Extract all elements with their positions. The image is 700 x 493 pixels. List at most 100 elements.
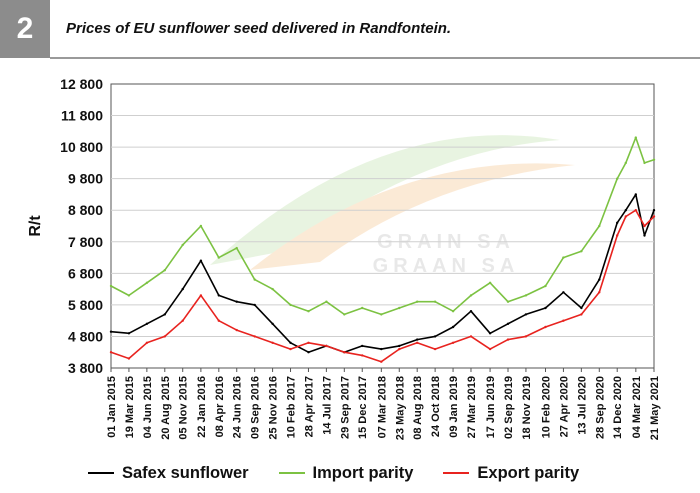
x-tick-label: 08 Aug 2018 [412, 376, 424, 440]
x-tick-label: 24 Oct 2018 [430, 376, 442, 437]
data-point [624, 215, 627, 218]
x-tick-label: 21 May 2021 [649, 376, 661, 440]
watermark-text: GRAAN SA [373, 255, 520, 277]
y-tick-label: 9 800 [68, 171, 103, 187]
data-point [643, 234, 646, 237]
data-point [544, 325, 547, 329]
watermark: GRAIN SA GRAAN SA [210, 135, 575, 277]
data-point [652, 215, 656, 218]
data-point [433, 300, 437, 303]
x-tick-label: 09 Sep 2016 [250, 376, 262, 439]
data-point [235, 246, 238, 250]
data-point [127, 332, 131, 335]
data-point [524, 313, 528, 316]
data-point [634, 209, 637, 212]
data-point [616, 177, 619, 180]
legend-label: Import parity [312, 463, 414, 482]
grid [111, 115, 654, 337]
data-point [271, 341, 274, 344]
data-point [634, 136, 637, 139]
x-tick-label: 29 Sep 2017 [339, 376, 351, 439]
data-point [361, 354, 364, 357]
y-tick-label: 4 800 [68, 328, 103, 344]
data-point [217, 319, 220, 322]
x-tick-label: 24 Jun 2016 [232, 376, 244, 438]
x-tick-label: 13 Jul 2020 [576, 376, 588, 435]
data-point [506, 300, 510, 303]
x-tick-label: 10 Feb 2017 [286, 376, 298, 438]
legend-item: Safex sunflower [88, 464, 249, 483]
line-chart: GRAIN SA GRAAN SA 12 800 11 800 10 800 9 80… [27, 76, 661, 440]
y-tick-label: 5 800 [68, 297, 103, 313]
y-tick-label: 6 800 [68, 265, 103, 281]
data-point [289, 303, 292, 307]
series-layer [109, 136, 656, 363]
data-point [271, 287, 274, 291]
data-point [634, 193, 637, 196]
data-point [416, 341, 419, 344]
data-point [307, 351, 310, 354]
x-tick-label: 19 Mar 2015 [124, 376, 136, 438]
x-tick-label: 14 Dec 2020 [612, 376, 624, 439]
x-tick-label: 18 Nov 2019 [521, 376, 533, 440]
x-tick-label: 28 Apr 2017 [303, 376, 315, 437]
data-point [109, 284, 113, 288]
data-point [398, 306, 401, 310]
data-point [398, 344, 401, 348]
figure-title: Prices of EU sunflower seed delivered in… [66, 20, 452, 37]
data-point [524, 294, 528, 297]
data-point [652, 209, 656, 212]
data-point [199, 259, 203, 262]
data-point [433, 347, 437, 351]
x-tick-label: 27 Mar 2019 [466, 376, 478, 438]
data-point [109, 330, 113, 333]
data-point [616, 221, 619, 224]
legend-swatch [88, 472, 114, 474]
watermark-swoosh-icon [210, 135, 560, 265]
plot-background [110, 83, 655, 369]
data-point [506, 322, 510, 325]
data-point [199, 294, 203, 297]
data-point [643, 161, 646, 165]
y-tick-label: 7 800 [68, 234, 103, 250]
legend-item: Export parity [443, 464, 579, 483]
data-point [127, 294, 131, 297]
data-point [199, 224, 203, 228]
x-tick-label: 14 Jul 2017 [321, 376, 333, 435]
data-point [524, 335, 528, 338]
data-point [416, 338, 419, 341]
data-point [469, 335, 473, 338]
data-point [163, 313, 166, 316]
data-point [307, 310, 310, 313]
data-point [598, 278, 601, 281]
data-point [380, 347, 383, 351]
data-point [469, 310, 473, 313]
data-point [488, 332, 492, 335]
x-tick-label: 10 Feb 2020 [540, 376, 552, 438]
legend-swatch [443, 472, 470, 474]
data-point [451, 310, 455, 313]
data-point [598, 224, 601, 228]
data-point [235, 328, 238, 332]
title-divider [50, 57, 700, 59]
data-point [181, 319, 184, 322]
data-point [451, 341, 455, 344]
data-point [253, 335, 256, 338]
data-point [580, 250, 583, 253]
x-tick-label: 22 Jan 2016 [196, 376, 208, 438]
data-point [451, 325, 455, 329]
data-point [506, 338, 510, 341]
data-point [380, 313, 383, 316]
x-tick-label: 23 May 2018 [394, 376, 406, 440]
data-point [361, 306, 364, 310]
data-point [380, 360, 383, 363]
y-tick-label: 12 800 [60, 76, 103, 92]
data-point [398, 347, 401, 351]
watermark-swoosh-icon [250, 163, 575, 270]
data-point [544, 284, 547, 288]
data-point [289, 347, 292, 351]
data-point [433, 335, 437, 338]
data-point [217, 256, 220, 259]
data-point [109, 351, 113, 354]
data-point [343, 351, 346, 354]
